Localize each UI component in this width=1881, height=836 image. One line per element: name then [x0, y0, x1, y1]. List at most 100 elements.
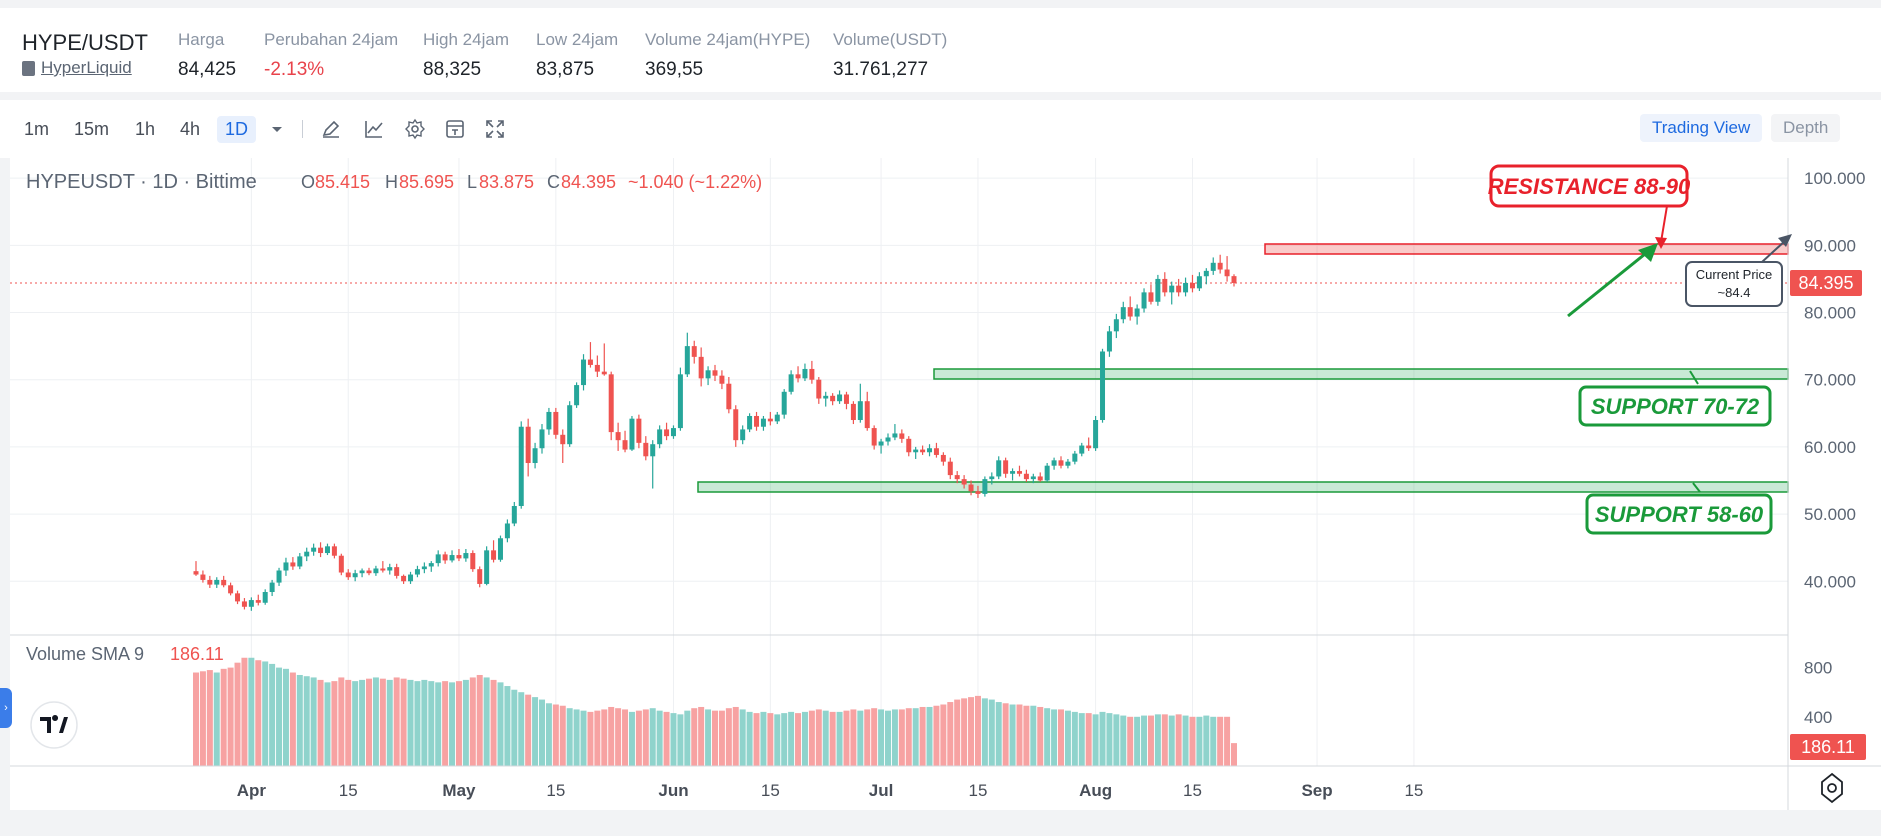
side-panel-toggle[interactable]: ›	[0, 688, 12, 728]
candle-body	[394, 567, 400, 576]
resistance-pointer	[1660, 205, 1668, 243]
volume-bar	[815, 709, 822, 766]
candle-body	[207, 579, 213, 585]
candle-body	[594, 364, 600, 372]
candle-body	[380, 568, 386, 571]
volume-bar	[1009, 704, 1016, 766]
stat-value: 369,55	[645, 59, 704, 80]
candle-body	[982, 479, 988, 494]
indicator-icon[interactable]	[363, 118, 385, 140]
volume-bar	[352, 681, 359, 766]
depth-button[interactable]: Depth	[1771, 114, 1841, 142]
trading-view-button[interactable]: Trading View	[1640, 114, 1763, 142]
candle-body	[1106, 331, 1112, 352]
timeframe-1m[interactable]: 1m	[24, 119, 50, 139]
candle-body	[331, 546, 337, 556]
zone-support_low	[697, 481, 1789, 493]
candle-body	[1162, 278, 1168, 293]
candle-body	[1148, 292, 1154, 302]
candle-body	[546, 411, 552, 430]
timeframe-1d[interactable]: 1D	[217, 116, 257, 143]
draw-icon[interactable]	[320, 118, 342, 140]
chart-settings-button[interactable]	[1821, 772, 1843, 804]
volume-bar	[1085, 713, 1092, 766]
time-axis[interactable]: Apr 15 May 15 Jun 15 Jul 15 Aug 15 Sep 15	[237, 781, 1424, 800]
candle-body	[1044, 465, 1050, 481]
support-low-pointer	[1692, 482, 1701, 493]
volume-bar	[296, 674, 303, 766]
zones	[697, 243, 1789, 493]
candle-body	[428, 563, 434, 567]
volume-bar	[193, 672, 199, 766]
fullscreen-icon[interactable]	[484, 118, 506, 140]
candle-body	[629, 418, 635, 450]
candle-body	[754, 415, 760, 427]
candle-body	[283, 562, 289, 571]
volume-bar	[248, 657, 255, 766]
symbol-title[interactable]: HYPE/USDT	[22, 30, 148, 55]
volume-bar	[1030, 705, 1037, 766]
exchange-link[interactable]: HyperLiquid	[22, 58, 132, 78]
volume-bar	[1037, 706, 1044, 766]
volume-bar	[1147, 715, 1154, 766]
volume-bar	[705, 709, 712, 766]
candle-body	[740, 429, 746, 441]
settings-icon[interactable]	[404, 118, 426, 140]
volume-bar	[414, 681, 421, 766]
candle-body	[601, 371, 607, 375]
stat-label: High 24jam	[423, 30, 509, 49]
timeframe-1h[interactable]: 1h	[135, 119, 156, 139]
current-price-callout-line1: Current Price	[1696, 267, 1773, 282]
volume-bar	[968, 697, 975, 766]
candle-body	[864, 401, 870, 429]
price-chart-svg[interactable]: 100.000 90.000 80.000 70.000 60.000 50.000 40.…	[10, 158, 1881, 810]
volume-value-tag-text: 186.11	[1801, 737, 1855, 757]
candle-body	[477, 569, 483, 584]
candle-body	[491, 550, 497, 560]
volume-bar	[995, 702, 1002, 766]
volume-bar	[753, 713, 760, 766]
candle-body	[587, 359, 593, 365]
stat-value: 88,325	[423, 59, 482, 80]
candle-body	[913, 449, 919, 453]
volume-bar	[199, 671, 206, 766]
volume-bar	[1023, 705, 1030, 766]
legend-low-label: L	[467, 172, 477, 192]
volume-bar	[677, 714, 684, 766]
chevron-down-icon[interactable]	[266, 118, 288, 140]
volume-bar	[878, 709, 885, 766]
volume-bar	[857, 710, 864, 766]
chart-area[interactable]: 100.000 90.000 80.000 70.000 60.000 50.000 40.…	[10, 158, 1881, 810]
candle-body	[1058, 460, 1064, 466]
exchange-name[interactable]: HyperLiquid	[41, 58, 132, 77]
candle-body	[1072, 453, 1078, 462]
candle-body	[927, 448, 933, 453]
chart-toolbar: 1m 15m 1h 4h 1D Trading View Depth	[0, 100, 1881, 158]
volume-bar	[864, 709, 871, 766]
stat-label: Volume(USDT)	[833, 30, 948, 49]
template-icon[interactable]	[444, 118, 466, 140]
candle-body	[802, 368, 808, 379]
volume-bar	[836, 711, 843, 766]
volume-bar	[1044, 708, 1051, 766]
support-high-label: SUPPORT 70-72	[1578, 385, 1772, 427]
candle-body	[975, 491, 981, 494]
tradingview-logo[interactable]	[30, 701, 78, 749]
timeframe-4h[interactable]: 4h	[180, 119, 201, 139]
candle-body	[1023, 473, 1029, 480]
volume-bar	[947, 702, 954, 766]
timeframe-15m[interactable]: 15m	[74, 119, 110, 139]
candle-body	[837, 394, 843, 402]
candle-body	[636, 418, 642, 443]
volume-bar	[684, 710, 691, 766]
volume-bar	[746, 711, 753, 766]
volume-axis[interactable]: 800 400	[1804, 659, 1832, 727]
candle-body	[823, 395, 829, 399]
volume-bar	[691, 708, 698, 766]
candle-body	[1086, 445, 1092, 449]
time-tick-label: 15	[968, 781, 987, 800]
volume-bar	[670, 713, 677, 766]
volume-bar	[663, 711, 670, 766]
volume-bar	[767, 713, 774, 766]
price-axis[interactable]: 100.000 90.000 80.000 70.000 60.000 50.000 40.…	[1804, 169, 1865, 591]
